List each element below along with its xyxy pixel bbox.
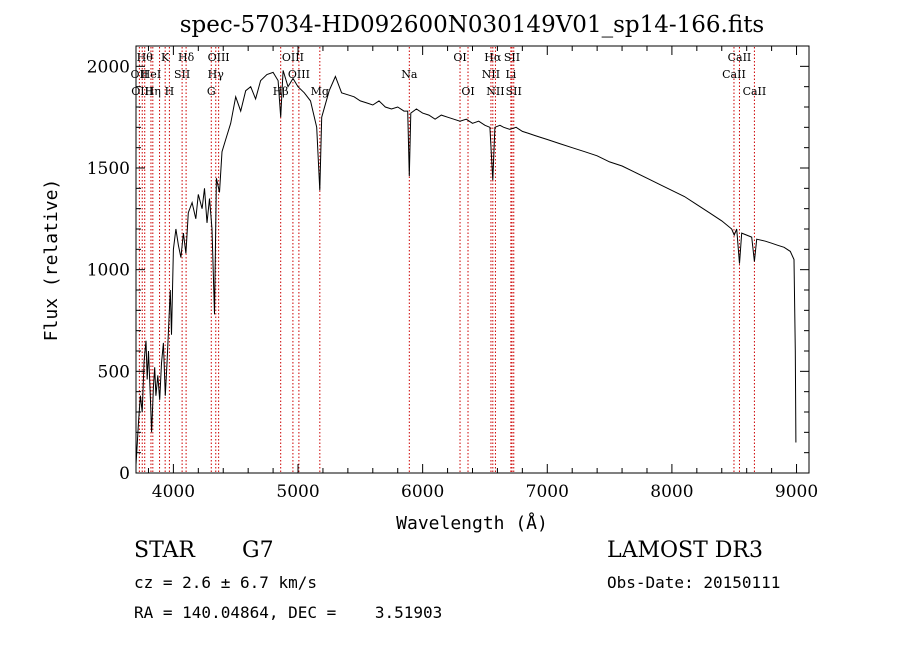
- spectral-line-label: Hα: [484, 51, 502, 64]
- spectral-line-label: HeI: [141, 68, 161, 81]
- spectral-line-label: SII: [174, 68, 190, 81]
- spectral-line-label: SII: [504, 51, 520, 64]
- spectral-line-label: Hβ: [273, 85, 289, 98]
- y-tick-label: 2000: [87, 57, 130, 77]
- y-tick-label: 500: [98, 362, 130, 382]
- y-axis-label: Flux (relative): [41, 179, 62, 342]
- spectral-line-label: OII: [131, 68, 149, 81]
- spectral-line-label: Hθ: [137, 51, 154, 64]
- spectral-line-label: Hδ: [178, 51, 195, 64]
- spectral-line-label: Hη: [145, 85, 161, 98]
- survey-name: LAMOST DR3: [607, 538, 763, 563]
- spectral-line-label: OI: [453, 51, 466, 64]
- y-tick-label: 1000: [87, 261, 130, 281]
- spectral-line-label: G: [207, 85, 216, 98]
- y-tick-label: 0: [119, 464, 130, 484]
- observation-date: Obs-Date: 20150111: [607, 573, 781, 592]
- spectral-line-label: Li: [505, 68, 516, 81]
- spectrum-series-line: [135, 70, 797, 465]
- coordinates: RA = 140.04864, DEC = 3.51903: [134, 603, 443, 622]
- spectral-line-label: SII: [506, 85, 522, 98]
- spectral-line-label: H: [165, 85, 175, 98]
- spectral-line-label: CaII: [743, 85, 767, 98]
- spectral-line-label: Hγ: [208, 68, 225, 81]
- spectral-line-label: NII: [486, 85, 504, 98]
- chart-title: spec-57034-HD092600N030149V01_sp14-166.f…: [180, 12, 765, 38]
- spectral-line-label: Mg: [311, 85, 329, 98]
- spectral-line-markers: [138, 47, 755, 472]
- plot-frame: [135, 45, 810, 474]
- spectral-line-label: OI: [461, 85, 474, 98]
- object-subclass: G7: [242, 538, 274, 563]
- spectral-line-label: OIII: [131, 85, 153, 98]
- x-tick-label: 5000: [276, 482, 319, 502]
- x-tick-label: 8000: [650, 482, 693, 502]
- x-axis-ticks: 4000 5000 6000 7000 8000 9000: [147, 46, 818, 502]
- x-tick-label: 9000: [775, 482, 818, 502]
- x-axis-label: Wavelength (Å): [396, 512, 548, 534]
- spectral-line-label: OIII: [288, 68, 310, 81]
- spectral-line-label: Na: [401, 68, 418, 81]
- spectral-line-label: CaII: [728, 51, 752, 64]
- spectral-line-label: CaII: [722, 68, 746, 81]
- spectral-line-labels: OIIOIIIHθHeIHηKHSIIHδGHγOIIIHβOIIIOIIIMg…: [131, 51, 767, 98]
- redshift-velocity: cz = 2.6 ± 6.7 km/s: [134, 573, 318, 592]
- x-tick-label: 7000: [526, 482, 569, 502]
- x-tick-label: 6000: [401, 482, 444, 502]
- spectral-line-label: OIII: [208, 51, 230, 64]
- spectral-line-label: NII: [482, 68, 500, 81]
- spectral-line-label: K: [161, 51, 170, 64]
- object-class: STAR: [134, 538, 195, 563]
- spectral-line-label: OIII: [282, 51, 304, 64]
- x-tick-label: 4000: [152, 482, 195, 502]
- y-axis-ticks: 0 500 1000 1500 2000: [87, 45, 809, 484]
- y-tick-label: 1500: [87, 159, 130, 179]
